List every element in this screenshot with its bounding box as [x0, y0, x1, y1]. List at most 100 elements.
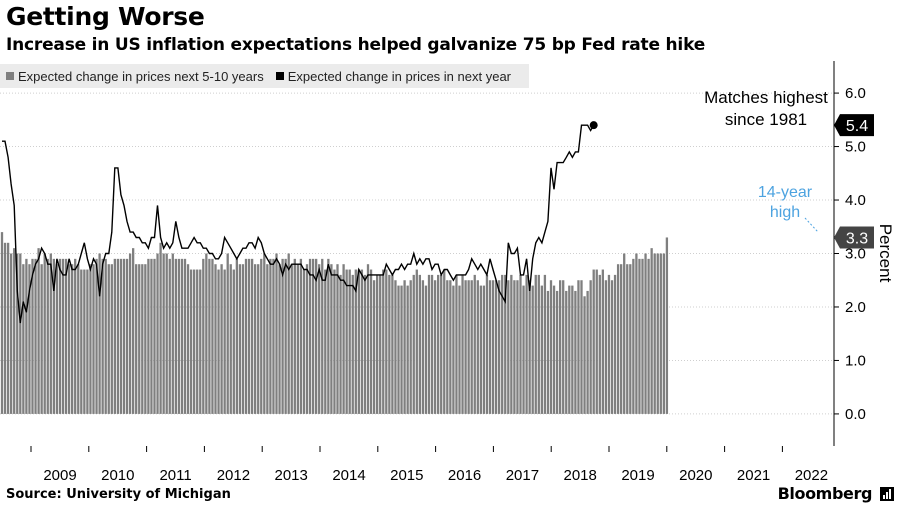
bar	[534, 274, 537, 414]
bar	[16, 253, 19, 414]
bar	[555, 290, 559, 414]
bar	[586, 290, 589, 414]
bar	[513, 280, 516, 414]
bar	[40, 264, 43, 414]
bar	[522, 285, 525, 414]
bar	[232, 269, 235, 414]
bar	[247, 258, 251, 414]
bar	[138, 264, 141, 414]
bar	[363, 274, 367, 414]
bar	[128, 253, 132, 414]
bar	[491, 280, 495, 414]
bar	[101, 258, 104, 414]
bar	[595, 269, 598, 414]
bar	[391, 274, 394, 414]
bar	[141, 264, 144, 414]
bar	[241, 264, 245, 414]
value-tag	[834, 226, 874, 249]
bar	[67, 264, 71, 414]
bar	[254, 264, 257, 414]
x-tick-label: 2020	[679, 467, 712, 484]
bar	[77, 264, 80, 414]
bar	[305, 264, 309, 414]
bar	[336, 264, 339, 414]
bar	[433, 280, 437, 414]
chart-title: Getting Worse	[6, 2, 205, 31]
bar	[302, 269, 306, 414]
bar	[43, 253, 46, 414]
bar	[46, 258, 49, 414]
bar	[467, 280, 470, 414]
bar	[217, 269, 220, 414]
bar	[562, 280, 565, 414]
bar	[202, 258, 205, 414]
bar	[528, 280, 531, 414]
bar	[372, 280, 376, 414]
annotation-text-blue: 14-year	[758, 184, 813, 201]
bar	[333, 269, 336, 414]
bar	[501, 274, 504, 414]
bar	[180, 258, 184, 414]
bloomberg-logo: Bloomberg	[777, 484, 873, 503]
bar	[406, 285, 409, 414]
bar	[452, 285, 455, 414]
chart-subtitle: Increase in US inflation expectations he…	[6, 35, 706, 55]
bar	[607, 274, 611, 414]
x-tick-label: 2009	[43, 467, 76, 484]
bar	[122, 258, 126, 414]
bar	[205, 253, 208, 414]
x-tick-label: 2022	[795, 467, 828, 484]
bar	[52, 258, 55, 414]
bar	[482, 285, 486, 414]
bar	[580, 280, 583, 414]
bar	[531, 285, 534, 414]
bar	[635, 253, 638, 414]
bar	[132, 248, 135, 414]
bar	[327, 258, 330, 414]
bar	[211, 258, 214, 414]
bar	[186, 264, 190, 414]
line-series	[2, 124, 595, 324]
chart-legend: Expected change in prices next 5-10 year…	[0, 64, 530, 88]
bar	[174, 258, 177, 414]
bar	[153, 258, 156, 414]
y-tick-label: 0.0	[845, 406, 866, 423]
bar	[3, 242, 7, 414]
y-tick-label: 6.0	[845, 85, 866, 102]
bar	[409, 280, 412, 414]
annotations: Matches highest since 1981 5.4 3.3 14-year hi…	[589, 88, 874, 249]
bar	[470, 280, 473, 414]
bar	[424, 285, 428, 414]
bar	[58, 258, 62, 414]
bar	[193, 269, 196, 414]
bar	[644, 253, 647, 414]
bar	[360, 269, 364, 414]
bar	[589, 280, 592, 414]
bar	[494, 280, 498, 414]
bar	[263, 253, 266, 414]
bar	[403, 280, 406, 414]
bar	[430, 274, 434, 414]
bar	[571, 285, 574, 414]
bar	[98, 253, 101, 414]
bar	[598, 274, 601, 414]
bar	[610, 280, 614, 414]
bar	[104, 258, 107, 414]
bar	[537, 274, 540, 414]
bar	[49, 253, 52, 414]
bar	[559, 280, 562, 414]
x-tick-label: 2018	[564, 467, 597, 484]
bar	[189, 269, 193, 414]
bar	[144, 264, 147, 414]
bar	[421, 280, 425, 414]
bar	[95, 258, 98, 414]
bar	[272, 258, 275, 414]
bar	[601, 269, 604, 414]
bar	[110, 264, 113, 414]
bar	[583, 296, 586, 414]
bar	[616, 264, 620, 414]
bar	[61, 258, 65, 414]
bar	[107, 264, 110, 414]
bar	[446, 280, 449, 414]
bar	[638, 258, 641, 414]
